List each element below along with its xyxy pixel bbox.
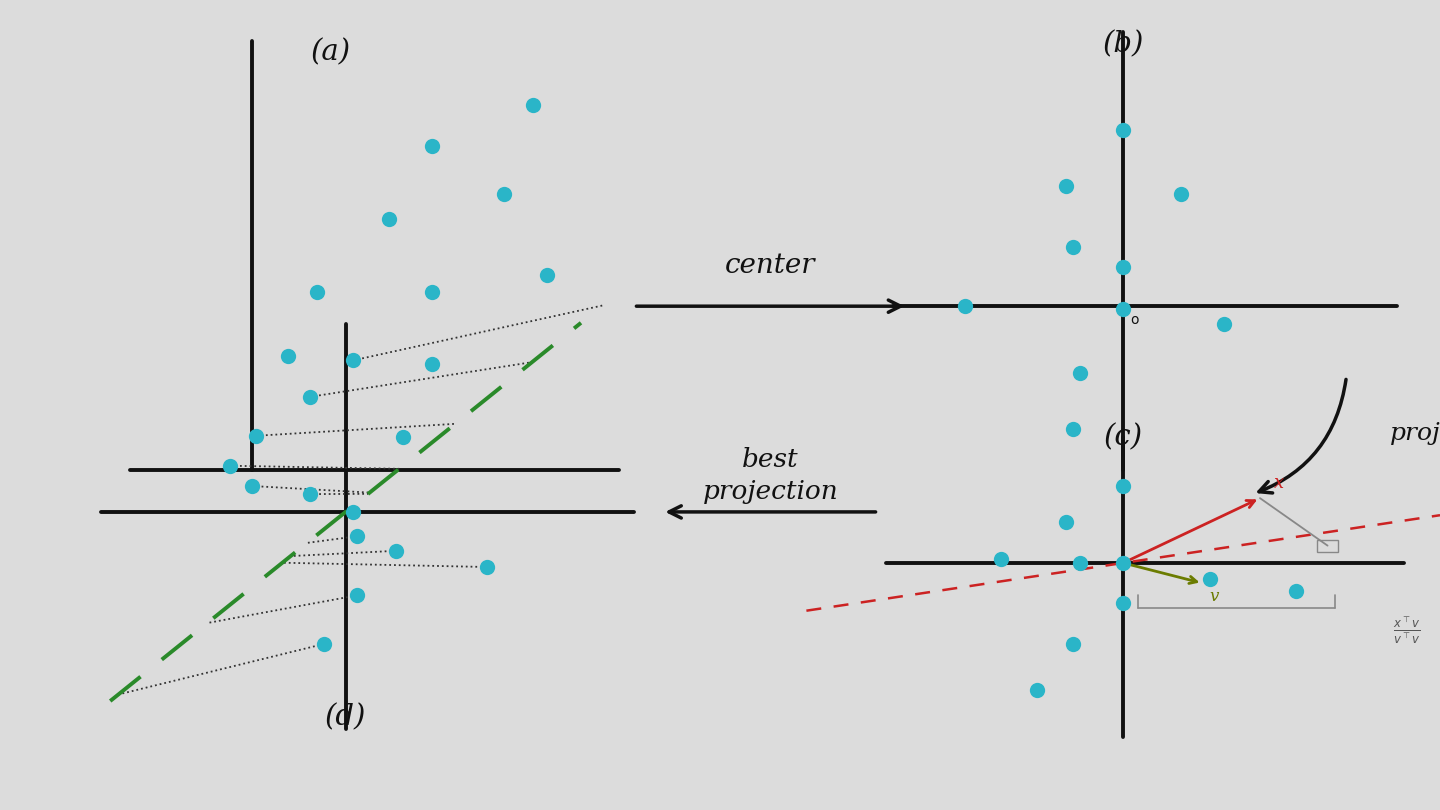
Text: v: v [1210, 588, 1220, 605]
Text: o: o [1130, 313, 1139, 327]
Text: x: x [1274, 475, 1284, 492]
Text: (b): (b) [1103, 31, 1143, 58]
Text: project: project [1390, 422, 1440, 445]
Text: $\frac{x^{\top}v}{v^{\top}v}$: $\frac{x^{\top}v}{v^{\top}v}$ [1392, 616, 1420, 646]
Text: projection: projection [703, 480, 838, 504]
Bar [1316, 539, 1338, 552]
Text: (a): (a) [311, 39, 351, 66]
Text: (d): (d) [325, 703, 366, 731]
Text: best: best [742, 447, 799, 471]
Text: (c): (c) [1103, 424, 1143, 451]
Text: center: center [726, 252, 815, 279]
